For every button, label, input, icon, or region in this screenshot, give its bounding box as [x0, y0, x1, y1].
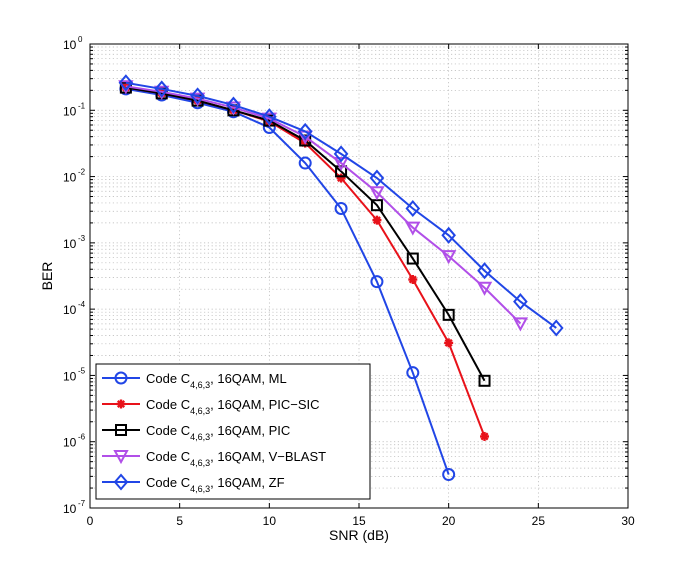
x-tick-label: 0	[87, 514, 94, 528]
data-point	[262, 108, 277, 126]
data-point	[297, 122, 313, 140]
data-point	[476, 281, 493, 296]
series-line	[125, 87, 450, 475]
y-tick-exponent: -5	[78, 366, 86, 375]
marker-star-stroke	[372, 216, 381, 225]
legend-marker	[113, 473, 129, 491]
y-tick-label: 10	[63, 237, 77, 251]
data-point	[480, 431, 490, 441]
data-point	[548, 319, 564, 337]
series-line	[125, 86, 486, 382]
x-tick-label: 10	[263, 514, 277, 528]
y-tick-label: 10	[63, 104, 77, 118]
data-point	[190, 87, 205, 105]
y-tick-label: 10	[63, 436, 77, 450]
x-tick-label: 15	[352, 514, 366, 528]
marker-star-stroke	[116, 399, 126, 409]
data-point	[336, 173, 346, 183]
data-point	[226, 96, 241, 114]
y-tick-exponent: -3	[78, 234, 86, 243]
data-point	[333, 157, 349, 172]
y-tick-exponent: -4	[78, 300, 86, 309]
y-tick-exponent: -6	[78, 433, 86, 442]
plot-frame	[89, 43, 629, 509]
data-point	[154, 80, 170, 98]
legend-marker	[115, 424, 127, 436]
x-tick-label: 25	[532, 514, 546, 528]
y-tick-exponent: -7	[78, 499, 86, 508]
x-tick-label: 30	[621, 514, 635, 528]
legend-marker	[113, 450, 129, 465]
y-tick-label: 10	[63, 38, 77, 52]
series-2	[119, 81, 491, 387]
legend-marker	[116, 399, 126, 409]
data-point	[512, 317, 529, 332]
data-point	[298, 156, 312, 170]
data-point	[370, 275, 384, 289]
data-point	[442, 468, 456, 482]
data-point	[405, 221, 421, 236]
x-tick-label: 5	[176, 514, 183, 528]
data-point	[369, 169, 385, 187]
data-point	[406, 366, 420, 380]
data-point	[369, 186, 385, 201]
legend-label: Code C4,6,3, 16QAM, ML	[146, 371, 287, 390]
legend-label: Code C4,6,3, 16QAM, PIC	[146, 423, 290, 442]
y-tick-exponent: -1	[78, 101, 86, 110]
marker-star-stroke	[480, 432, 489, 441]
x-axis-title: SNR (dB)	[329, 527, 389, 543]
data-point	[442, 308, 455, 321]
legend-item: Code C4,6,3, 16QAM, ML	[102, 371, 287, 390]
legend-item: Code C4,6,3, 16QAM, V−BLAST	[102, 449, 326, 468]
y-tick-label: 10	[63, 171, 77, 185]
data-point	[372, 215, 382, 225]
y-axis-title: BER	[39, 262, 55, 291]
series-group	[118, 74, 564, 482]
y-tick-label: 10	[63, 369, 77, 383]
data-point	[408, 275, 418, 285]
legend-box	[95, 363, 371, 500]
legend-label: Code C4,6,3, 16QAM, V−BLAST	[146, 449, 326, 468]
x-tick-label: 20	[442, 514, 456, 528]
data-point	[441, 226, 456, 244]
data-point	[334, 201, 348, 215]
y-tick-label: 10	[63, 303, 77, 317]
y-tick-exponent: 0	[78, 35, 83, 44]
y-tick-label: 10	[63, 502, 77, 516]
y-tick-exponent: -2	[78, 168, 86, 177]
legend-label: Code C4,6,3, 16QAM, PIC−SIC	[146, 397, 320, 416]
legend-label: Code C4,6,3, 16QAM, ZF	[146, 475, 285, 494]
legend-item: Code C4,6,3, 16QAM, PIC−SIC	[102, 397, 320, 416]
data-point	[335, 165, 348, 178]
series-4	[118, 74, 564, 337]
marker-star-stroke	[408, 275, 417, 284]
data-point	[405, 199, 421, 218]
legend-item: Code C4,6,3, 16QAM, ZF	[102, 473, 285, 494]
grid	[90, 44, 628, 508]
data-point	[477, 262, 492, 280]
data-point	[118, 74, 134, 92]
legend-item: Code C4,6,3, 16QAM, PIC	[102, 423, 290, 442]
series-line	[125, 85, 522, 325]
data-point	[478, 374, 491, 387]
marker-star-stroke	[444, 338, 453, 347]
series-line	[125, 81, 557, 329]
data-point	[333, 145, 349, 163]
legend: Code C4,6,3, 16QAM, ML Code C4,6,3, 16QAM…	[95, 363, 371, 500]
data-point	[440, 250, 457, 265]
legend-marker	[114, 371, 128, 385]
data-point	[513, 293, 528, 311]
data-point	[406, 252, 419, 265]
data-point	[444, 338, 454, 348]
